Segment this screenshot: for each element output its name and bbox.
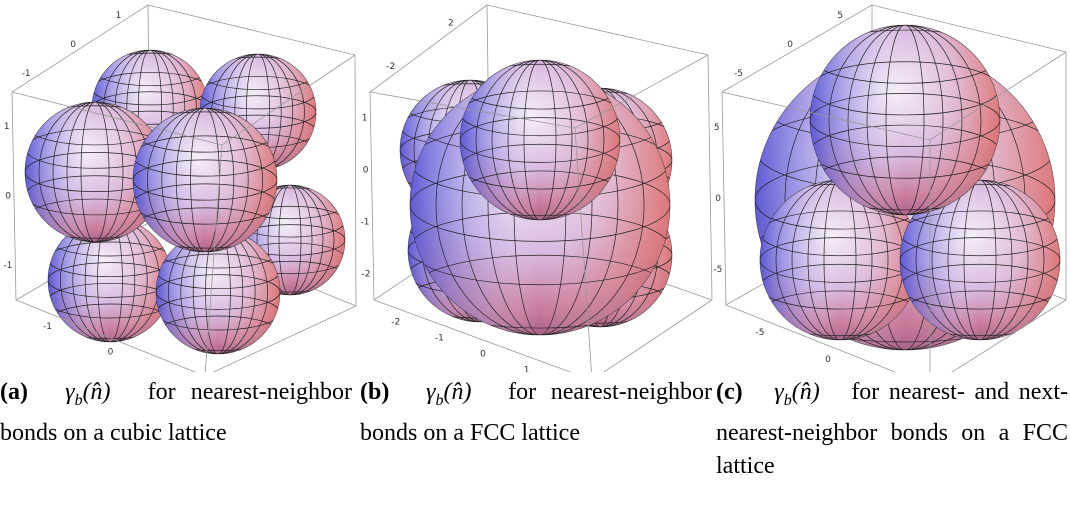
- box-edge: [370, 92, 374, 300]
- tick-label: 5: [714, 123, 720, 133]
- tick-label: -1: [3, 261, 12, 271]
- lobe-tint: [460, 60, 620, 220]
- symbol-arg: (n̂): [792, 379, 820, 405]
- tick-label: -2: [386, 62, 395, 72]
- box-edge: [148, 5, 355, 55]
- panel-label: (a): [0, 379, 28, 405]
- symbol-arg: (n̂): [443, 379, 471, 405]
- tick-label: 1: [4, 122, 10, 132]
- symbol-base: γ: [65, 379, 74, 405]
- tick-label: -5: [756, 328, 765, 338]
- tick-label: -1: [435, 334, 444, 344]
- box-edge: [12, 92, 16, 300]
- box-edge: [487, 5, 708, 55]
- caption: (b) γb(n̂) for nearest-neighbor bonds on…: [360, 376, 712, 450]
- symbol: γb(n̂): [774, 379, 819, 405]
- box-edge: [370, 5, 487, 92]
- box-edge: [355, 55, 356, 306]
- tick-label: -1: [361, 218, 370, 228]
- caption: (c) γb(n̂) for nearest- and next-nearest…: [716, 376, 1068, 483]
- symbol: γb(n̂): [65, 379, 110, 405]
- tick-label: 0: [5, 192, 11, 202]
- symbol-sub: b: [75, 392, 83, 409]
- panel-label: (c): [716, 379, 743, 405]
- tick-label: 0: [787, 40, 793, 50]
- tick-label: -1: [22, 69, 31, 79]
- tick-label: 1: [524, 366, 530, 373]
- box-edge: [708, 55, 712, 300]
- tick-label: 0: [108, 348, 114, 358]
- panel-label: (b): [360, 379, 389, 405]
- symbol-base: γ: [774, 379, 783, 405]
- tick-label: 0: [70, 40, 76, 50]
- symbol-arg: (n̂): [83, 379, 111, 405]
- plots: 10-110-1-1012-210-1-2-2-101250-550-5-505: [0, 0, 1070, 372]
- tick-label: -1: [43, 322, 52, 332]
- caption-text: for nearest- and next-nearest-neighbor b…: [716, 379, 1068, 479]
- tick-label: -2: [391, 318, 400, 328]
- lobe-tint: [133, 108, 277, 252]
- caption-text: for nearest-neighbor bonds on a cubic la…: [0, 379, 352, 446]
- lobe-tint: [810, 25, 1000, 215]
- tick-label: -2: [362, 270, 371, 280]
- symbol: γb(n̂): [426, 379, 471, 405]
- tick-label: 0: [363, 166, 369, 176]
- tick-label: 0: [480, 350, 486, 360]
- tick-label: 0: [825, 355, 831, 365]
- tick-label: 1: [362, 114, 368, 124]
- tick-label: 1: [116, 11, 122, 21]
- tick-label: 2: [448, 18, 454, 28]
- tick-label: 0: [715, 194, 721, 204]
- tick-label: -5: [734, 69, 743, 79]
- caption-text: for nearest-neighbor bonds on a FCC latt…: [360, 379, 712, 446]
- caption: (a) γb(n̂) for nearest-neighbor bonds on…: [0, 376, 352, 450]
- box-edge: [722, 92, 726, 305]
- figure: 10-110-1-1012-210-1-2-2-101250-550-5-505…: [0, 0, 1070, 508]
- tick-label: -5: [713, 265, 722, 275]
- tick-label: 5: [837, 11, 843, 21]
- symbol-sub: b: [784, 392, 792, 409]
